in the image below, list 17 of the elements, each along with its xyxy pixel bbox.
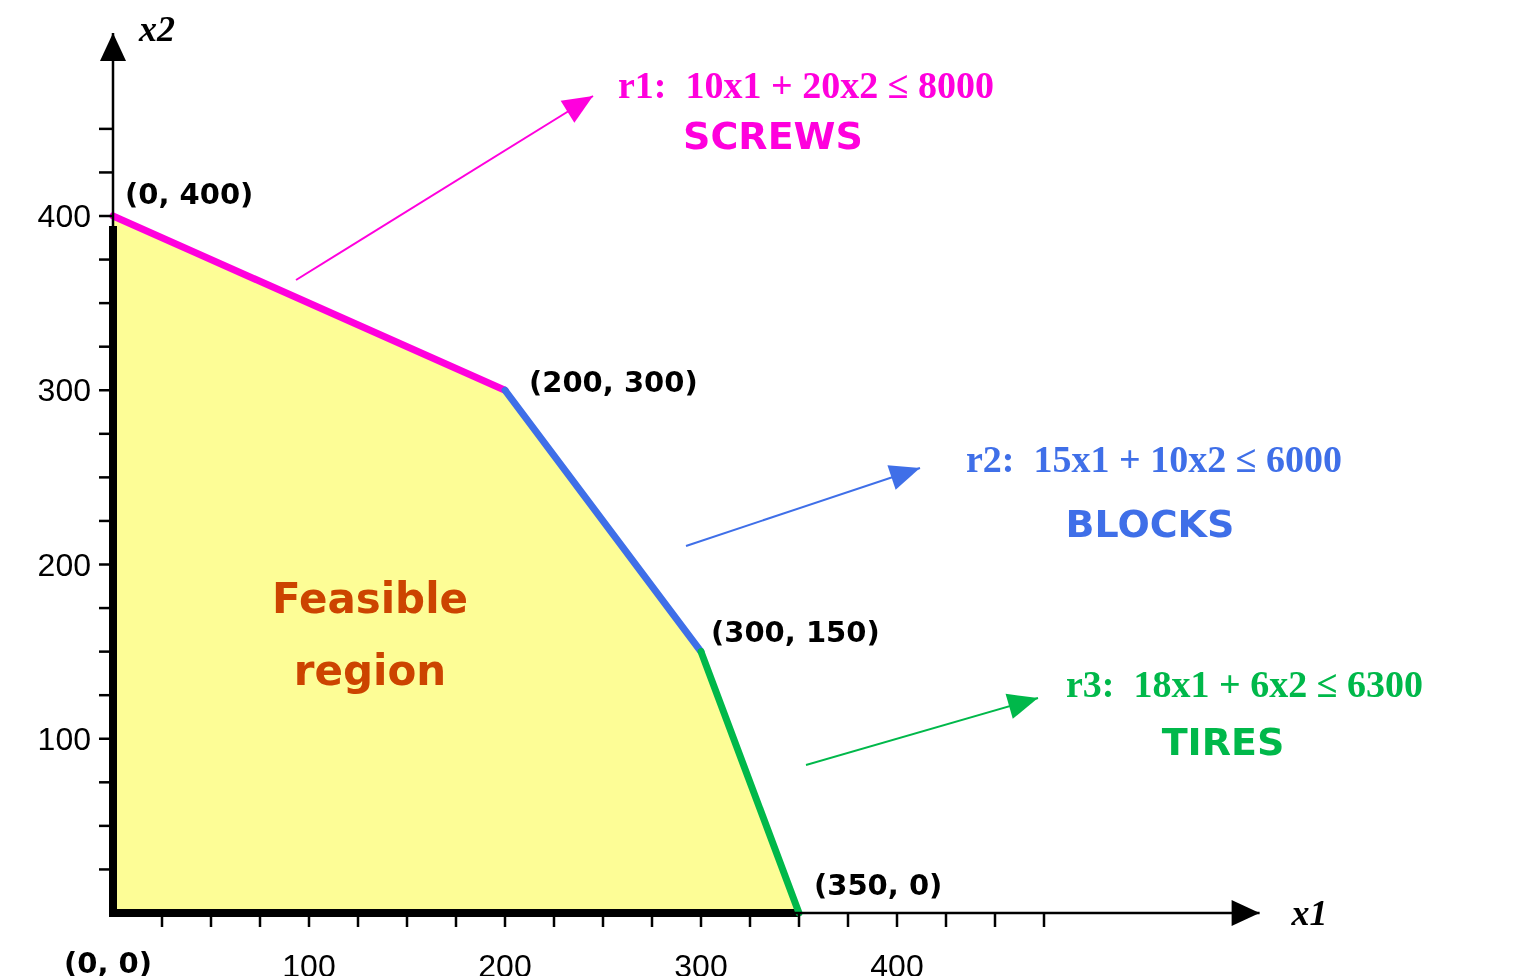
y-tick-label: 300 xyxy=(37,372,91,409)
annotation: (300, 150) xyxy=(711,614,880,649)
y-axis-title: x2 xyxy=(138,9,175,50)
legend-label: r1: 10x1 + 20x2 ≤ 8000 xyxy=(618,64,995,106)
annotation: SCREWS xyxy=(683,114,863,158)
annotation: Feasible region xyxy=(271,574,469,695)
annotation: (350, 0) xyxy=(814,868,943,902)
annotation: (0, 400) xyxy=(125,177,254,211)
annotation: TIRES xyxy=(1161,720,1285,764)
y-tick-label: 200 xyxy=(37,546,91,583)
y-tick-label: 100 xyxy=(37,720,91,757)
annotation: (200, 300) xyxy=(529,365,698,400)
y-tick-label: 400 xyxy=(37,198,91,234)
annotation: BLOCKS xyxy=(1065,502,1235,546)
legend-label: r3: 18x1 + 6x2 ≤ 6300 xyxy=(1066,663,1424,705)
x-axis-title: x1 xyxy=(1290,893,1328,933)
legend-label: r2: 15x1 + 10x2 ≤ 6000 xyxy=(966,438,1343,480)
